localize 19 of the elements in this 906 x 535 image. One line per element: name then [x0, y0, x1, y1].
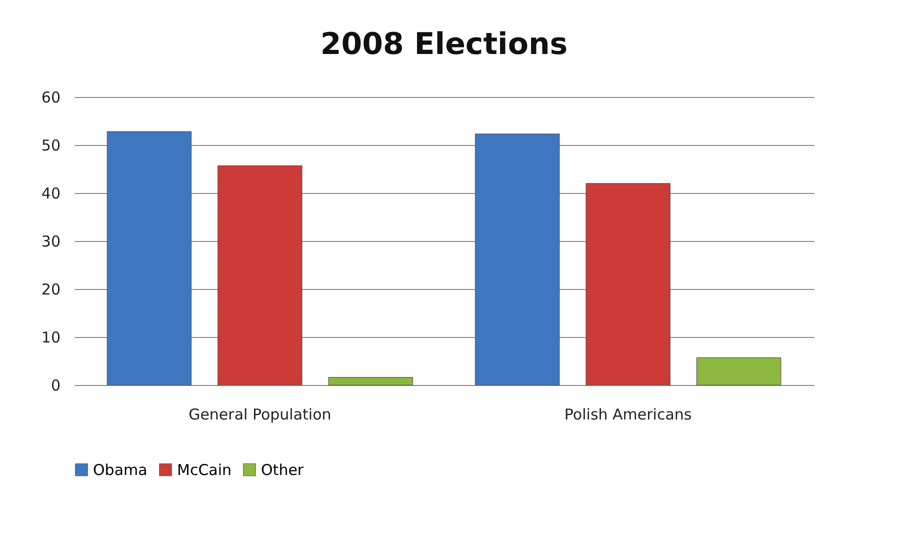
bar [474, 134, 560, 386]
y-tick-label: 60 [41, 88, 60, 106]
y-tick-label: 40 [41, 184, 60, 202]
bar [328, 377, 414, 386]
legend-label: McCain [177, 460, 232, 479]
y-tick-label: 20 [41, 280, 60, 298]
y-tick-label: 50 [41, 136, 60, 154]
legend-label: Other [261, 460, 304, 479]
chart-title: 2008 Elections [320, 27, 568, 62]
y-tick-label: 30 [41, 232, 60, 250]
legend-label: Obama [93, 460, 148, 479]
x-tick-label: General Population [188, 406, 332, 424]
bar [218, 165, 302, 386]
y-tick-label: 10 [41, 328, 60, 346]
bar [106, 131, 192, 386]
y-tick-label: 0 [50, 376, 60, 394]
x-tick-label: Polish Americans [564, 406, 692, 424]
bar [586, 183, 670, 386]
bar [696, 357, 782, 386]
